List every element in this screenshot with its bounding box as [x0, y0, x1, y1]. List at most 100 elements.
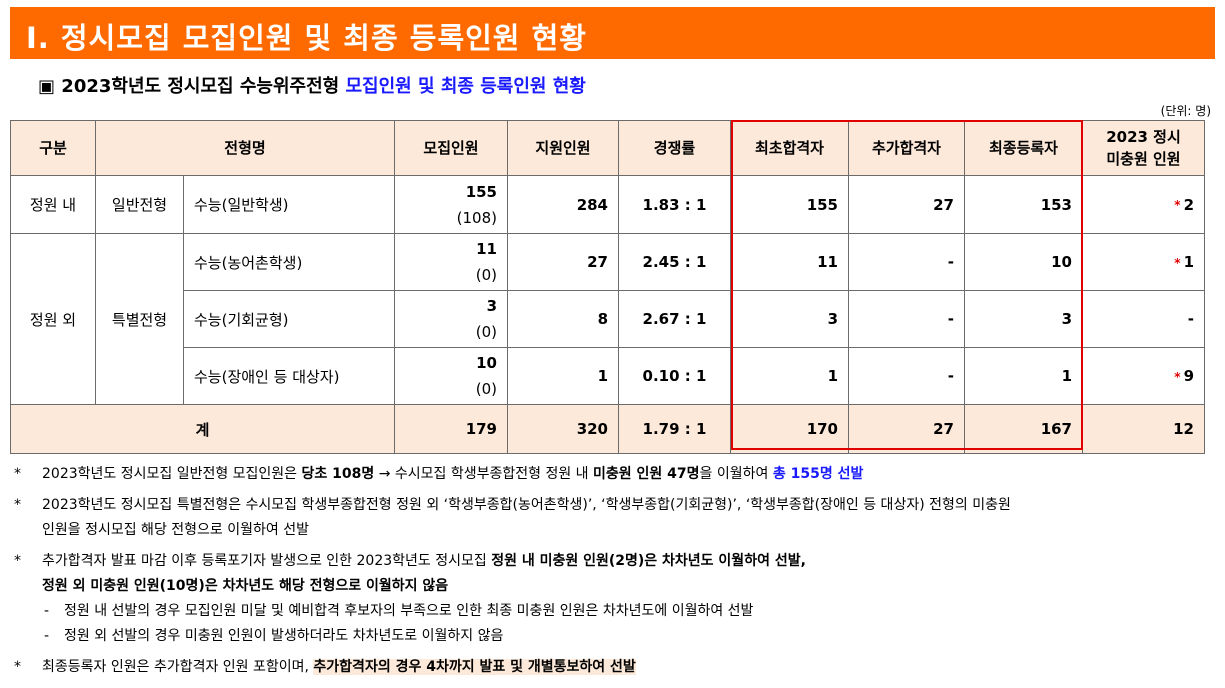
- note-mark: *: [14, 466, 21, 482]
- quota-original: (108): [456, 208, 497, 227]
- name-cell: 수능(장애인 등 대상자): [183, 347, 395, 405]
- unfilled-cell: -: [1082, 290, 1205, 348]
- total-final-reg: 167: [964, 404, 1083, 454]
- note-text: 2023학년도 정시모집 일반전형 모집인원은: [42, 466, 302, 482]
- dash-marker: -: [44, 628, 50, 644]
- header-applicants: 지원인원: [507, 120, 619, 176]
- asterisk-marker: *: [1174, 255, 1181, 270]
- group-cell: 정원 내: [10, 175, 96, 234]
- total-row: 계 179 320 1.79 : 1 170 27 167 12: [10, 404, 1205, 454]
- section-title: Ⅰ. 정시모집 모집인원 및 최종 등록인원 현황: [26, 21, 587, 55]
- note-text: 최종등록자 인원은 추가합격자 인원 포함이며,: [42, 659, 314, 675]
- unfilled-value: 2: [1183, 195, 1194, 214]
- note-mark: *: [14, 553, 21, 569]
- asterisk-marker: *: [1174, 369, 1181, 384]
- note-3: * 추가합격자 발표 마감 이후 등록포기자 발생으로 인한 2023학년도 정…: [14, 549, 1214, 599]
- extra-pass-cell: -: [848, 233, 965, 291]
- type-cell: 특별전형: [95, 233, 184, 405]
- total-extra-pass: 27: [848, 404, 965, 454]
- applicants-cell: 27: [507, 233, 619, 291]
- first-pass-cell: 155: [730, 175, 849, 234]
- admissions-table: 구분 전형명 모집인원 지원인원 경쟁률 최초합격자 추가합격자 최종등록자 2…: [10, 120, 1205, 454]
- quota-original: (0): [475, 380, 497, 398]
- section-banner: Ⅰ. 정시모집 모집인원 및 최종 등록인원 현황: [10, 7, 1215, 59]
- note-highlight: 총 155명 선발: [772, 466, 864, 482]
- type-cell: 일반전형: [95, 175, 184, 234]
- header-row: 구분 전형명 모집인원 지원인원 경쟁률 최초합격자 추가합격자 최종등록자 2…: [10, 120, 1205, 176]
- note-text: 인원을 정시모집 해당 전형으로 이월하여 선발: [42, 522, 309, 538]
- note-mark: *: [14, 497, 21, 513]
- note-mark: *: [14, 659, 21, 675]
- applicants-cell: 8: [507, 290, 619, 348]
- name-cell: 수능(일반학생): [183, 175, 395, 234]
- unfilled-value: 9: [1183, 367, 1194, 385]
- first-pass-cell: 1: [730, 347, 849, 405]
- name-cell: 수능(기회균형): [183, 290, 395, 348]
- applicants-cell: 1: [507, 347, 619, 405]
- header-unfilled-line1: 2023 정시: [1106, 128, 1181, 146]
- quota-original: (0): [475, 323, 497, 341]
- total-ratio: 1.79 : 1: [618, 404, 731, 454]
- note-text: 추가합격자 발표 마감 이후 등록포기자 발생으로 인한 2023학년도 정시모…: [42, 553, 492, 569]
- header-final-reg: 최종등록자: [964, 120, 1083, 176]
- final-reg-cell: 153: [964, 175, 1083, 234]
- quota-value: 10: [476, 354, 497, 372]
- total-first-pass: 170: [730, 404, 849, 454]
- note-text: 정원 내 선발의 경우 모집인원 미달 및 예비합격 후보자의 부족으로 인한 …: [64, 603, 754, 619]
- applicants-cell: 284: [507, 175, 619, 234]
- note-bold: 미충원 인원 47명: [593, 466, 700, 482]
- quota-original: (0): [475, 266, 497, 284]
- note-text: 을 이월하여: [699, 466, 773, 482]
- ratio-cell: 0.10 : 1: [618, 347, 731, 405]
- table-row: 수능(장애인 등 대상자) 10 (0) 1 0.10 : 1 1 - 1 * 9: [11, 347, 1205, 405]
- final-reg-cell: 1: [964, 347, 1083, 405]
- note-highlight: 추가합격자의 경우 4차까지 발표 및 개별통보하여 선발: [313, 659, 636, 675]
- quota-cell: 3 (0): [394, 290, 508, 348]
- ratio-cell: 2.67 : 1: [618, 290, 731, 348]
- quota-value: 155: [465, 182, 497, 201]
- unfilled-cell: * 9: [1082, 347, 1205, 405]
- note-3-sub-2: - 정원 외 선발의 경우 미충원 인원이 발생하더라도 차차년도로 이월하지 …: [14, 624, 1214, 649]
- header-extra-pass: 추가합격자: [848, 120, 965, 176]
- ratio-cell: 2.45 : 1: [618, 233, 731, 291]
- note-4: * 최종등록자 인원은 추가합격자 인원 포함이며, 추가합격자의 경우 4차까…: [14, 655, 1214, 680]
- note-3-sub-1: - 정원 내 선발의 경우 모집인원 미달 및 예비합격 후보자의 부족으로 인…: [14, 599, 1214, 624]
- notes-section: * 2023학년도 정시모집 일반전형 모집인원은 당초 108명 → 수시모집…: [14, 462, 1214, 680]
- total-label: 계: [10, 404, 395, 454]
- note-bold: 당초 108명: [301, 466, 375, 482]
- subtitle-main: 2023학년도 정시모집 수능위주전형: [61, 76, 340, 97]
- first-pass-cell: 11: [730, 233, 849, 291]
- note-text: 2023학년도 정시모집 특별전형은 수시모집 학생부종합전형 정원 외 ‘학생…: [42, 497, 1011, 513]
- table-row: 수능(기회균형) 3 (0) 8 2.67 : 1 3 - 3 -: [11, 290, 1205, 348]
- unfilled-value: -: [1187, 310, 1194, 328]
- subtitle-highlight: 모집인원 및 최종 등록인원 현황: [345, 76, 586, 97]
- note-bold: 정원 외 미충원 인원(10명)은 차차년도 해당 전형으로 이월하지 않음: [42, 578, 449, 594]
- quota-value: 3: [486, 297, 497, 315]
- table-row: 정원 외 특별전형 수능(농어촌학생) 11 (0) 27 2.45 : 1 11…: [10, 233, 1205, 405]
- unfilled-value: 1: [1183, 253, 1194, 271]
- asterisk-marker: *: [1174, 198, 1181, 212]
- final-reg-cell: 10: [964, 233, 1083, 291]
- final-reg-cell: 3: [964, 290, 1083, 348]
- header-unfilled: 2023 정시 미충원 인원: [1082, 120, 1205, 176]
- name-cell: 수능(농어촌학생): [183, 233, 395, 291]
- header-first-pass: 최초합격자: [730, 120, 849, 176]
- extra-pass-cell: 27: [848, 175, 965, 234]
- total-quota: 179: [394, 404, 508, 454]
- note-2: * 2023학년도 정시모집 특별전형은 수시모집 학생부종합전형 정원 외 ‘…: [14, 493, 1214, 543]
- total-applicants: 320: [507, 404, 619, 454]
- quota-cell: 11 (0): [394, 233, 508, 291]
- quota-value: 11: [476, 240, 497, 258]
- dash-marker: -: [44, 603, 50, 619]
- total-unfilled: 12: [1082, 404, 1205, 454]
- ratio-cell: 1.83 : 1: [618, 175, 731, 234]
- first-pass-cell: 3: [730, 290, 849, 348]
- table-row: 정원 내 일반전형 수능(일반학생) 155 (108) 284 1.83 : 1…: [10, 175, 1205, 234]
- header-gubun: 구분: [10, 120, 96, 176]
- note-text: → 수시모집 학생부종합전형 정원 내: [374, 466, 594, 482]
- note-text: 정원 외 선발의 경우 미충원 인원이 발생하더라도 차차년도로 이월하지 않음: [64, 628, 504, 644]
- quota-cell: 10 (0): [394, 347, 508, 405]
- header-unfilled-line2: 미충원 인원: [1106, 150, 1181, 168]
- extra-pass-cell: -: [848, 290, 965, 348]
- unfilled-cell: * 1: [1082, 233, 1205, 291]
